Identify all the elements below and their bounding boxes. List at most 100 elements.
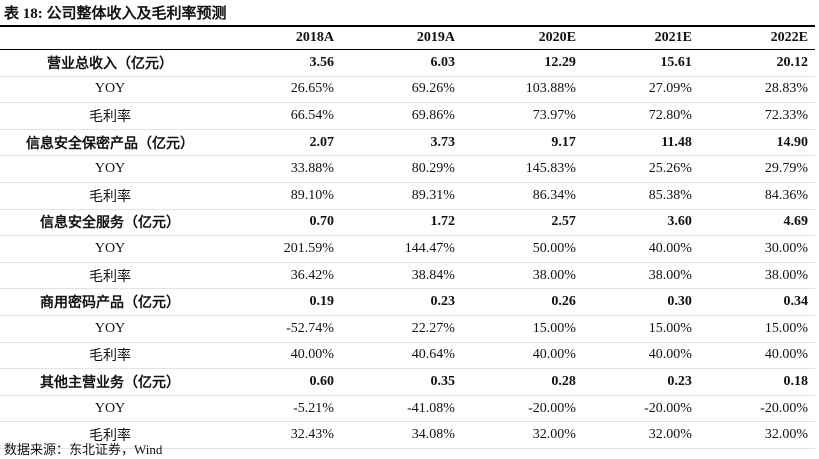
source: 数据来源：东北证券，Wind — [4, 442, 163, 457]
cell: 69.26% — [340, 76, 462, 104]
cell: 38.84% — [340, 262, 462, 290]
cell: 38.00% — [582, 262, 699, 290]
cell: 0.18 — [698, 368, 815, 396]
cell: 2018A — [220, 26, 341, 50]
cell: 2.07 — [220, 128, 341, 157]
cell: 12.29 — [461, 49, 583, 77]
cell: 201.59% — [220, 235, 341, 263]
cell: 25.26% — [582, 155, 699, 183]
table-row: YOY 26.65% 69.26% 103.88% 27.09% 28.83% — [0, 76, 815, 104]
cell: 32.43% — [220, 421, 341, 449]
table-row: YOY 201.59% 144.47% 50.00% 40.00% 30.00% — [0, 235, 815, 263]
cell: 28.83% — [698, 76, 815, 104]
table-row: 营业总收入（亿元） 3.56 6.03 12.29 15.61 20.12 — [0, 49, 815, 77]
cell: 38.00% — [461, 262, 583, 290]
table-row: 毛利率 32.43% 34.08% 32.00% 32.00% 32.00% — [0, 421, 815, 449]
title: 表 18: 公司整体收入及毛利率预测 — [4, 6, 227, 22]
cell: 73.97% — [461, 102, 583, 130]
cell: 89.10% — [220, 182, 341, 210]
cell: 0.23 — [582, 368, 699, 396]
row-label: 毛利率 — [0, 182, 220, 210]
table-row: 毛利率 66.54% 69.86% 73.97% 72.80% 72.33% — [0, 102, 815, 130]
row-label: 商用密码产品（亿元） — [0, 288, 220, 316]
cell: 0.19 — [220, 288, 341, 316]
table-row: YOY -52.74% 22.27% 15.00% 15.00% 15.00% — [0, 315, 815, 343]
cell: 3.56 — [220, 49, 341, 77]
cell: -20.00% — [461, 395, 583, 423]
cell: -20.00% — [698, 395, 815, 423]
table-row: 毛利率 89.10% 89.31% 86.34% 85.38% 84.36% — [0, 182, 815, 210]
cell: -41.08% — [340, 395, 462, 423]
table-row: 毛利率 40.00% 40.64% 40.00% 40.00% 40.00% — [0, 342, 815, 370]
cell: 40.00% — [220, 342, 341, 370]
cell: 80.29% — [340, 155, 462, 183]
cell: 0.70 — [220, 208, 341, 237]
cell: 1.72 — [340, 208, 462, 237]
cell: 29.79% — [698, 155, 815, 183]
row-label: YOY — [0, 155, 220, 183]
cell: 50.00% — [461, 235, 583, 263]
cell: 2019A — [340, 26, 462, 50]
row-label: 营业总收入（亿元） — [0, 49, 220, 77]
row-label: YOY — [0, 76, 220, 104]
cell: 40.00% — [582, 235, 699, 263]
row-label: YOY — [0, 315, 220, 343]
cell: 86.34% — [461, 182, 583, 210]
cell: 89.31% — [340, 182, 462, 210]
cell: 27.09% — [582, 76, 699, 104]
cell: 4.69 — [698, 208, 815, 237]
cell: -20.00% — [582, 395, 699, 423]
cell: 32.00% — [698, 421, 815, 449]
cell: 32.00% — [461, 421, 583, 449]
row-label: YOY — [0, 395, 220, 423]
row-label — [0, 26, 220, 50]
cell: 32.00% — [582, 421, 699, 449]
cell: 2.57 — [461, 208, 583, 237]
cell: 85.38% — [582, 182, 699, 210]
cell: 3.60 — [582, 208, 699, 237]
row-label: 毛利率 — [0, 421, 220, 449]
cell: 72.80% — [582, 102, 699, 130]
cell: 0.34 — [698, 288, 815, 316]
cell: 103.88% — [461, 76, 583, 104]
cell: 22.27% — [340, 315, 462, 343]
cell: 15.00% — [582, 315, 699, 343]
cell: -52.74% — [220, 315, 341, 343]
cell: 69.86% — [340, 102, 462, 130]
cell: 38.00% — [698, 262, 815, 290]
row-label: 毛利率 — [0, 102, 220, 130]
cell: 40.00% — [461, 342, 583, 370]
cell: 6.03 — [340, 49, 462, 77]
row-label: YOY — [0, 235, 220, 263]
cell: 2021E — [582, 26, 699, 50]
table-row: YOY -5.21% -41.08% -20.00% -20.00% -20.00% — [0, 395, 815, 423]
cell: 0.26 — [461, 288, 583, 316]
cell: 40.64% — [340, 342, 462, 370]
table: 2018A 2019A 2020E 2021E 2022E 营业总收入（亿元） 3.56 6.… — [0, 25, 815, 449]
cell: 14.90 — [698, 128, 815, 157]
cell: 15.00% — [698, 315, 815, 343]
cell: 15.00% — [461, 315, 583, 343]
cell: 2020E — [461, 26, 583, 50]
cell: 3.73 — [340, 128, 462, 157]
row-label: 毛利率 — [0, 262, 220, 290]
table-row: 2018A 2019A 2020E 2021E 2022E — [0, 26, 815, 50]
cell: 0.60 — [220, 368, 341, 396]
cell: 40.00% — [582, 342, 699, 370]
table-row: 毛利率 36.42% 38.84% 38.00% 38.00% 38.00% — [0, 262, 815, 290]
table-row: 信息安全保密产品（亿元） 2.07 3.73 9.17 11.48 14.90 — [0, 128, 815, 157]
row-label: 信息安全保密产品（亿元） — [0, 128, 220, 157]
cell: 30.00% — [698, 235, 815, 263]
cell: 0.23 — [340, 288, 462, 316]
cell: 72.33% — [698, 102, 815, 130]
cell: 33.88% — [220, 155, 341, 183]
cell: 84.36% — [698, 182, 815, 210]
table-row: 信息安全服务（亿元） 0.70 1.72 2.57 3.60 4.69 — [0, 208, 815, 237]
cell: 20.12 — [698, 49, 815, 77]
cell: 26.65% — [220, 76, 341, 104]
cell: 144.47% — [340, 235, 462, 263]
cell: 34.08% — [340, 421, 462, 449]
cell: 9.17 — [461, 128, 583, 157]
cell: 15.61 — [582, 49, 699, 77]
